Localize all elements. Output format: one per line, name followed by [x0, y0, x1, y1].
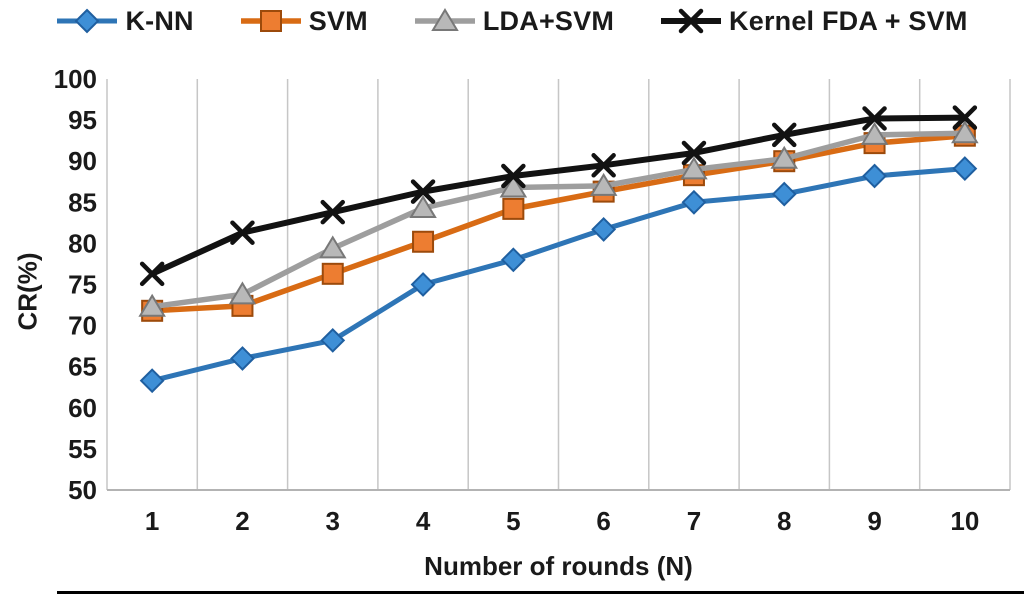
square-marker	[502, 197, 525, 220]
triangle-marker	[589, 172, 618, 196]
x-tick-label: 2	[235, 506, 249, 536]
series-line-svm	[149, 132, 968, 314]
x-tick-label: 10	[950, 506, 979, 536]
series-line-lda-svm	[149, 130, 968, 310]
diamond-marker	[862, 163, 887, 189]
series-line-k-nn	[149, 166, 968, 384]
x-marker	[139, 261, 165, 287]
x-marker	[862, 106, 887, 131]
triangle-marker	[138, 293, 166, 317]
y-tick-label: 90	[68, 146, 97, 176]
legend-item-svm: SVM	[240, 6, 368, 37]
x-axis-title: Number of rounds (N)	[424, 551, 693, 581]
y-tick-label: 75	[68, 270, 97, 300]
y-tick-label: 95	[68, 105, 97, 135]
triangle-marker	[951, 120, 979, 144]
y-tick-label: 70	[68, 311, 97, 341]
x-tick-label: 4	[416, 506, 431, 536]
y-axis-title: CR(%)	[12, 252, 43, 331]
legend-item-k-nn: K-NN	[56, 5, 194, 37]
x-tick-label: 8	[777, 506, 791, 536]
y-tick-label: 85	[68, 187, 97, 217]
legend-label: LDA+SVM	[482, 5, 615, 36]
triangle-marker	[409, 195, 437, 219]
y-tick-label: 60	[68, 393, 97, 423]
x-marker	[410, 179, 436, 204]
x-marker	[681, 140, 707, 166]
chart-legend: K-NN SVM LDA+SVM Kernel FDA + SVM	[0, 4, 1024, 38]
diamond-marker	[952, 156, 978, 182]
x-tick-label: 3	[326, 506, 340, 536]
legend-item-kernel-fda-svm: Kernel FDA + SVM	[660, 6, 968, 37]
triangle-marker	[318, 235, 347, 259]
x-tick-label: 7	[687, 506, 701, 536]
square-marker	[321, 262, 344, 285]
legend-label: Kernel FDA + SVM	[729, 5, 968, 36]
x-tick-label: 6	[596, 506, 610, 536]
triangle-marker	[228, 281, 257, 305]
y-tick-label: 80	[68, 228, 97, 258]
x-marker	[501, 163, 526, 189]
diamond-legend-marker-icon	[57, 8, 118, 34]
diamond-marker	[320, 327, 346, 353]
series-line-kernel-fda-svm	[149, 114, 968, 277]
diamond-marker	[681, 189, 707, 215]
x-marker	[230, 220, 255, 245]
triangle-marker	[860, 121, 889, 145]
diamond-marker	[230, 346, 255, 371]
square-marker	[412, 230, 435, 253]
x-tick-label: 1	[145, 506, 159, 536]
x-tick-label: 9	[867, 506, 881, 536]
triangle-marker	[499, 174, 528, 198]
legend-label: SVM	[308, 5, 368, 36]
legend-label: K-NN	[125, 5, 194, 36]
x-marker	[320, 199, 345, 225]
y-tick-label: 100	[54, 64, 97, 94]
legend-item-lda-svm: LDA+SVM	[414, 6, 614, 37]
triangle-marker	[680, 156, 708, 180]
triangle-marker	[770, 145, 799, 169]
diamond-marker	[591, 217, 617, 242]
diamond-marker	[500, 247, 526, 273]
y-tick-label: 50	[68, 475, 97, 505]
x-marker	[591, 153, 616, 178]
figure-border-bottom	[57, 591, 1024, 594]
x-marker	[772, 122, 797, 148]
x-marker	[952, 105, 978, 130]
diamond-marker	[410, 272, 436, 297]
y-tick-label: 65	[68, 352, 97, 382]
y-tick-label: 55	[68, 434, 97, 464]
x-tick-label: 5	[506, 506, 520, 536]
x-legend-marker-icon	[661, 8, 722, 34]
diamond-marker	[139, 368, 165, 394]
triangle-legend-marker-icon	[414, 8, 475, 31]
square-legend-marker-icon	[240, 10, 301, 32]
diamond-marker	[771, 181, 797, 207]
